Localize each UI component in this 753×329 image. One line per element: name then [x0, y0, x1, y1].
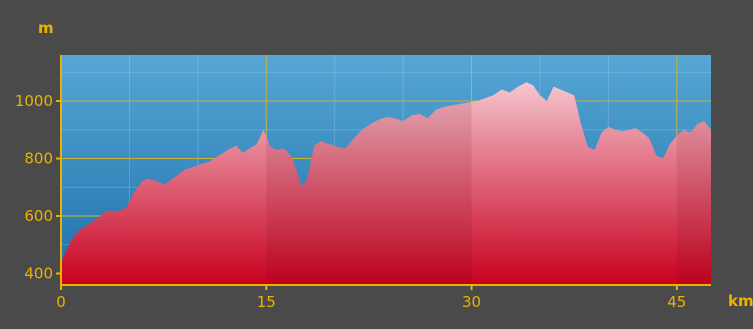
- elevation-area: [61, 82, 711, 285]
- x-tick-label: 15: [257, 293, 276, 311]
- y-tick-label: 400: [24, 265, 53, 283]
- y-tick-label: 800: [24, 150, 53, 168]
- y-axis-label: m: [38, 19, 54, 37]
- tick-labels: 400 600 800 1000 0 15 30 45: [15, 92, 687, 311]
- x-axis-label: km: [728, 292, 753, 310]
- x-tick-label: 30: [462, 293, 481, 311]
- y-tick-label: 1000: [15, 92, 53, 110]
- x-tick-label: 0: [56, 293, 66, 311]
- y-tick-label: 600: [24, 207, 53, 225]
- axes: [56, 55, 711, 290]
- x-tick-label: 45: [667, 293, 686, 311]
